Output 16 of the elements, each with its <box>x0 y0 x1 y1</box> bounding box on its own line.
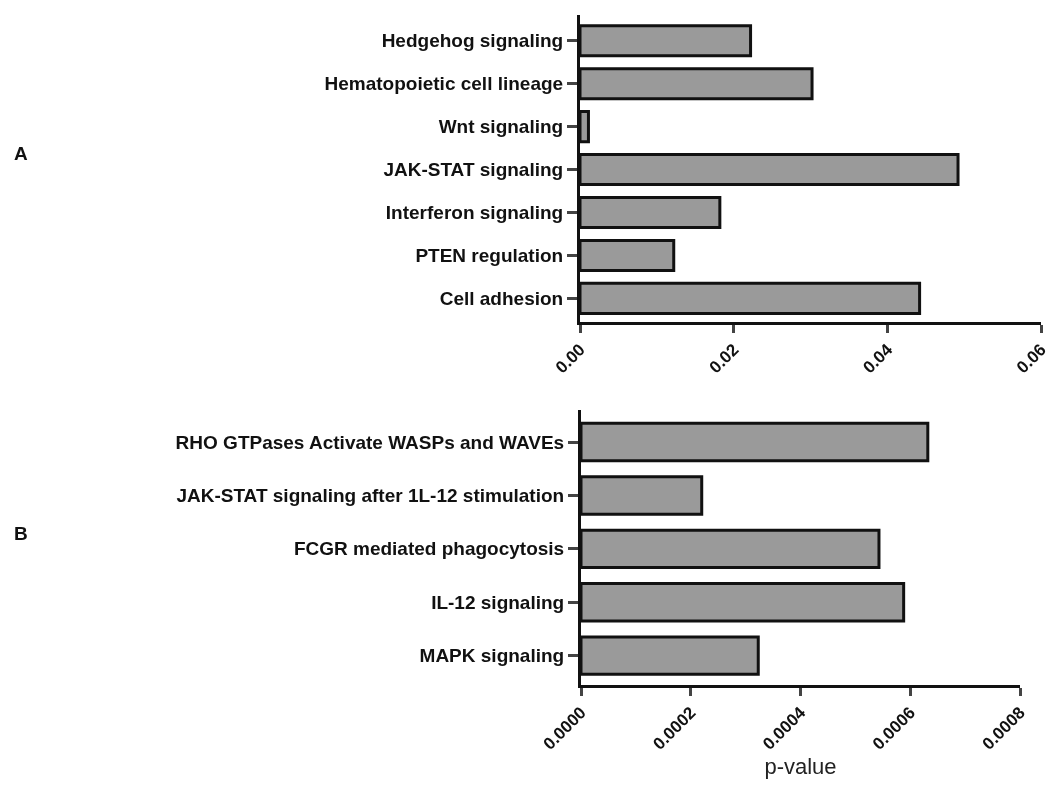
y-tick-label: Wnt signaling <box>438 116 564 138</box>
y-tick-label: RHO GTPases Activate WASPs and WAVEs <box>175 431 565 453</box>
y-tick-label: MAPK signaling <box>419 645 565 667</box>
text: A <box>14 143 28 164</box>
y-tick-label: Cell adhesion <box>439 288 564 310</box>
y-tick-label: JAK-STAT signaling <box>383 159 564 181</box>
y-tick-label: Hematopoietic cell lineage <box>324 73 564 95</box>
y-tick-label: JAK-STAT signaling after 1L-12 stimulation <box>176 485 565 507</box>
text: B <box>14 523 28 544</box>
y-tick-label: Hedgehog signaling <box>381 30 564 52</box>
y-tick-label: FCGR mediated phagocytosis <box>293 538 565 560</box>
y-tick-label: Interferon signaling <box>385 202 564 224</box>
x-tick-label: 0.02 <box>705 340 743 378</box>
y-tick-label: IL-12 signaling <box>431 591 565 613</box>
x-axis-title: p-value <box>764 753 837 779</box>
y-tick-label: PTEN regulation <box>415 245 564 267</box>
